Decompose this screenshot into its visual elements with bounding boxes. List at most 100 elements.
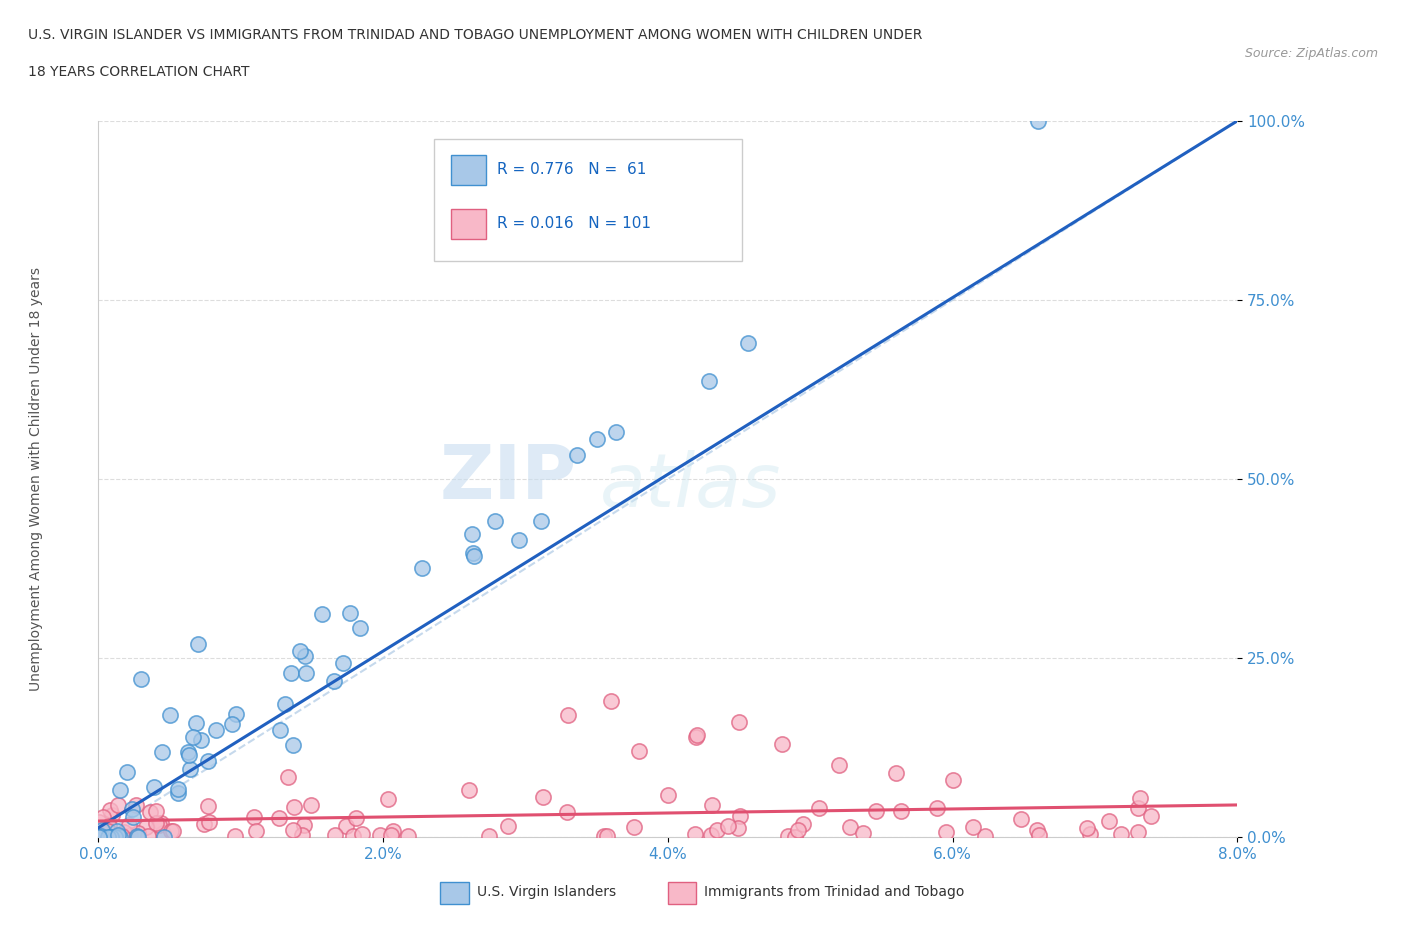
Point: [221, 717, 243, 732]
Point: [623, 819, 645, 834]
Point: [90, 828, 112, 843]
Point: [706, 822, 728, 837]
Point: [145, 804, 167, 818]
Point: [100, 825, 122, 840]
Point: [699, 828, 721, 843]
Point: [148, 817, 170, 832]
Point: [323, 828, 346, 843]
Point: [727, 820, 749, 835]
Point: [90, 830, 112, 844]
Point: [586, 432, 609, 446]
Point: [280, 665, 302, 680]
Point: [108, 782, 131, 797]
Point: [349, 620, 371, 635]
Point: [160, 824, 183, 839]
Point: [118, 817, 141, 832]
Point: [87, 815, 110, 830]
Point: [461, 526, 484, 541]
Point: [350, 827, 373, 842]
Text: 18 YEARS CORRELATION CHART: 18 YEARS CORRELATION CHART: [28, 65, 250, 79]
Point: [685, 729, 707, 744]
Text: ZIP: ZIP: [440, 443, 576, 515]
Point: [159, 708, 181, 723]
Point: [1129, 790, 1152, 805]
Point: [98, 818, 121, 833]
Point: [974, 828, 997, 843]
Point: [288, 644, 311, 658]
Point: [1126, 824, 1149, 839]
Point: [143, 779, 166, 794]
Point: [311, 607, 333, 622]
Point: [1097, 814, 1119, 829]
Point: [96, 830, 118, 844]
Point: [277, 769, 299, 784]
Point: [484, 513, 506, 528]
Point: [167, 786, 190, 801]
Point: [100, 830, 122, 844]
Point: [281, 823, 304, 838]
Point: [839, 819, 862, 834]
Point: [225, 707, 247, 722]
Point: [828, 758, 851, 773]
Point: [91, 809, 114, 824]
Point: [136, 829, 159, 844]
Point: [197, 753, 219, 768]
Point: [396, 829, 419, 844]
Text: atlas: atlas: [599, 450, 780, 522]
Point: [184, 715, 207, 730]
Point: [344, 811, 367, 826]
Point: [702, 798, 724, 813]
FancyBboxPatch shape: [440, 883, 468, 904]
Point: [411, 560, 433, 575]
Point: [150, 744, 173, 759]
Point: [962, 820, 984, 835]
Point: [342, 829, 364, 844]
Point: [98, 803, 121, 817]
Text: Source: ZipAtlas.com: Source: ZipAtlas.com: [1244, 46, 1378, 60]
Point: [865, 804, 887, 818]
Point: [335, 818, 357, 833]
Point: [127, 829, 149, 844]
Point: [152, 826, 174, 841]
Point: [190, 733, 212, 748]
Point: [97, 824, 120, 839]
Point: [1126, 801, 1149, 816]
Point: [89, 821, 111, 836]
Point: [269, 811, 291, 826]
Point: [717, 818, 740, 833]
Point: [323, 673, 346, 688]
Point: [107, 798, 129, 813]
Point: [118, 828, 141, 843]
Point: [890, 804, 912, 818]
Point: [198, 815, 221, 830]
Text: Unemployment Among Women with Children Under 18 years: Unemployment Among Women with Children U…: [28, 267, 42, 691]
Point: [1025, 823, 1047, 838]
Point: [145, 816, 167, 830]
Point: [283, 737, 305, 752]
Point: [112, 824, 135, 839]
Point: [193, 817, 215, 831]
Point: [177, 744, 200, 759]
Point: [108, 830, 131, 844]
Point: [368, 828, 391, 843]
Point: [135, 819, 157, 834]
Point: [628, 744, 651, 759]
Point: [884, 765, 907, 780]
Point: [925, 801, 948, 816]
Point: [166, 781, 188, 796]
Point: [783, 830, 806, 844]
Point: [1109, 826, 1132, 841]
Text: U.S. Virgin Islanders: U.S. Virgin Islanders: [477, 885, 616, 899]
Point: [187, 636, 209, 651]
Point: [557, 804, 579, 819]
Point: [101, 807, 124, 822]
Point: [770, 737, 793, 751]
Point: [149, 816, 172, 830]
Point: [600, 694, 623, 709]
Point: [728, 715, 751, 730]
Point: [1078, 827, 1101, 842]
Point: [90, 829, 112, 844]
Point: [89, 830, 111, 844]
Point: [935, 825, 957, 840]
Point: [90, 823, 112, 838]
